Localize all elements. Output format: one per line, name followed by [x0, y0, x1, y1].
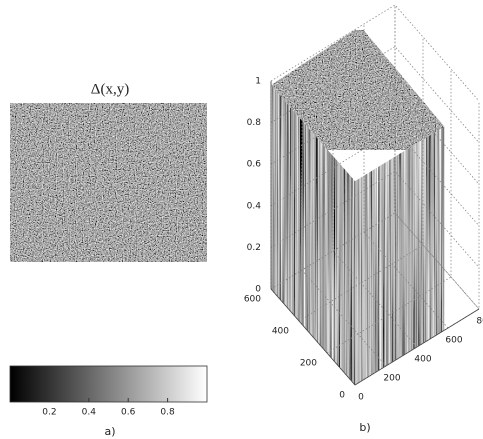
image-title: Δ(x,y) [91, 81, 129, 97]
y-tick-label: 600 [244, 295, 261, 305]
panel-label: b) [359, 421, 370, 434]
colorbar-tick-label: 0.6 [121, 408, 136, 418]
z-tick-label: 0.2 [247, 243, 261, 253]
colorbar-tick-label: 0.2 [42, 408, 56, 418]
z-tick-label: 1 [255, 77, 261, 87]
y-tick-label: 200 [300, 359, 317, 369]
noise-image [10, 103, 207, 262]
y-tick-label: 400 [272, 327, 289, 337]
colorbar-tick-label: 0.8 [160, 408, 175, 418]
y-tick-label: 0 [339, 391, 345, 401]
x-tick-label: 400 [414, 355, 431, 365]
z-tick-label: 0.4 [247, 201, 262, 211]
panel-label: a) [104, 425, 115, 438]
colorbar [10, 366, 207, 402]
z-tick-label: 0.6 [247, 160, 262, 170]
z-tick-label: 0.8 [247, 118, 262, 128]
z-tick-label: 0 [255, 285, 261, 295]
x-tick-label: 200 [383, 374, 400, 384]
figure: Δ(x,y) a) b) 0.2 0.4 0.6 0.8 0 0.2 0.4 0.6 0.8 1 0… [0, 0, 483, 439]
x-tick-label: 0 [358, 393, 364, 403]
x-tick-label: 800 [476, 317, 483, 327]
colorbar-tick-label: 0.4 [82, 408, 97, 418]
x-tick-label: 600 [445, 336, 462, 346]
